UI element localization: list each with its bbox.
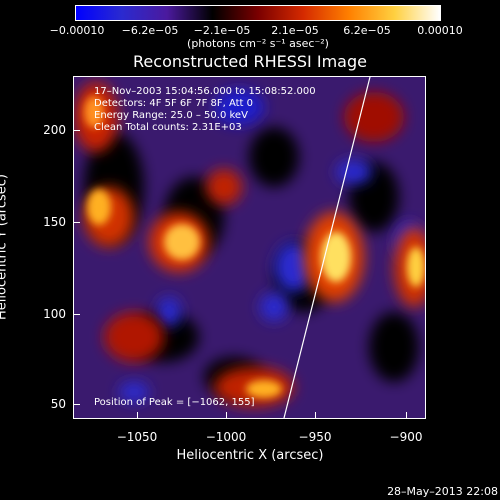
x-tick-label: −1000 <box>205 430 247 444</box>
y-tick-label: 100 <box>43 307 66 321</box>
limb-line <box>283 77 371 418</box>
info-energy-range: Energy Range: 25.0 – 50.0 keV <box>94 110 248 121</box>
colorbar-tick: 2.1e−05 <box>271 24 319 37</box>
y-tick-label: 150 <box>43 215 66 229</box>
x-axis-label: Heliocentric X (arcsec) <box>176 448 324 463</box>
y-tick-mark <box>74 222 80 223</box>
y-tick-label: 50 <box>50 397 66 411</box>
y-tick-mark <box>74 404 80 405</box>
x-tick-mark <box>315 412 316 418</box>
plot-title: Reconstructed RHESSI Image <box>133 52 367 71</box>
info-peak-position: Position of Peak = [−1062, 155] <box>94 397 255 408</box>
colorbar-tick: −6.2e−05 <box>121 24 179 37</box>
colorbar-tick: 0.00010 <box>417 24 463 37</box>
y-tick-label: 200 <box>43 123 66 137</box>
image-frame <box>73 76 426 419</box>
info-time-range: 17–Nov–2003 15:04:56.000 to 15:08:52.000 <box>94 86 316 97</box>
x-tick-label: −950 <box>298 430 332 444</box>
colorbar-units: (photons cm⁻² s⁻¹ asec⁻²) <box>187 37 329 50</box>
colorbar <box>75 5 441 21</box>
x-tick-mark <box>137 412 138 418</box>
info-detectors: Detectors: 4F 5F 6F 7F 8F, Att 0 <box>94 98 254 109</box>
x-tick-label: −900 <box>389 430 423 444</box>
info-total-counts: Clean Total counts: 2.31E+03 <box>94 122 242 133</box>
colorbar-tick: −0.00010 <box>49 24 105 37</box>
x-tick-mark <box>406 412 407 418</box>
timestamp: 28–May–2013 22:08 <box>387 485 498 498</box>
colorbar-tick: −2.1e−05 <box>193 24 251 37</box>
colorbar-tick: 6.2e−05 <box>343 24 391 37</box>
y-tick-mark <box>74 130 80 131</box>
image-blobs-bright <box>84 96 425 398</box>
y-axis-label-text: Heliocentric Y (arcsec) <box>0 174 10 320</box>
rhessi-image <box>74 77 425 418</box>
x-tick-mark <box>226 412 227 418</box>
x-tick-label: −1050 <box>116 430 158 444</box>
y-tick-mark <box>74 314 80 315</box>
